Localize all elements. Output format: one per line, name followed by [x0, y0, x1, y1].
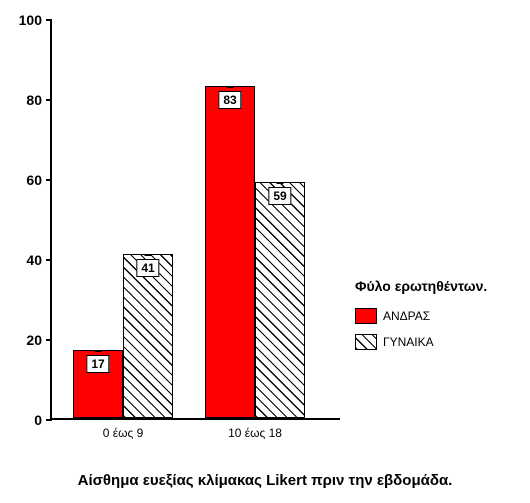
bar-cap: [95, 350, 102, 352]
bar-male: 83: [205, 86, 255, 418]
y-tick: [46, 419, 52, 421]
bar-male: 17: [73, 350, 123, 418]
legend-item-male: ΑΝΔΡΑΣ: [355, 308, 487, 324]
bar-cap: [227, 86, 234, 88]
y-tick: [46, 339, 52, 341]
y-tick: [46, 259, 52, 261]
bar-value-label: 41: [136, 259, 159, 277]
x-category-label: 10 έως 18: [228, 426, 282, 440]
y-tick-label: 80: [26, 92, 42, 108]
y-tick: [46, 99, 52, 101]
plot-area: 02040608010017410 έως 9835910 έως 18: [50, 20, 340, 420]
legend-swatch: [355, 334, 377, 350]
bar-female: 59: [255, 182, 305, 418]
bar-cap: [145, 254, 152, 256]
legend-label: ΓΥΝΑΙΚΑ: [383, 335, 434, 349]
legend-item-female: ΓΥΝΑΙΚΑ: [355, 334, 487, 350]
bar-value-label: 59: [268, 187, 291, 205]
legend: Φύλο ερωτηθέντων. ΑΝΔΡΑΣ ΓΥΝΑΙΚΑ: [355, 278, 487, 360]
y-tick-label: 100: [19, 12, 42, 28]
bar-female: 41: [123, 254, 173, 418]
bar-value-label: 83: [218, 91, 241, 109]
chart-container: 0 20 40 60 80 100 17 41 0 έως 9 83 59 10 έως 18 Φύλ…: [0, 0, 530, 503]
x-category-label: 0 έως 9: [103, 426, 144, 440]
legend-title: Φύλο ερωτηθέντων.: [355, 278, 487, 294]
y-tick-label: 60: [26, 172, 42, 188]
bar-cap: [277, 182, 284, 184]
legend-swatch: [355, 308, 377, 324]
y-tick-label: 20: [26, 332, 42, 348]
legend-label: ΑΝΔΡΑΣ: [383, 309, 430, 323]
caption: Αίσθημα ευεξίας κλίμακας Likert πριν την…: [0, 472, 530, 489]
bar-value-label: 17: [86, 355, 109, 373]
y-tick: [46, 179, 52, 181]
y-tick: [46, 19, 52, 21]
y-tick-label: 40: [26, 252, 42, 268]
y-tick-label: 0: [34, 412, 42, 428]
